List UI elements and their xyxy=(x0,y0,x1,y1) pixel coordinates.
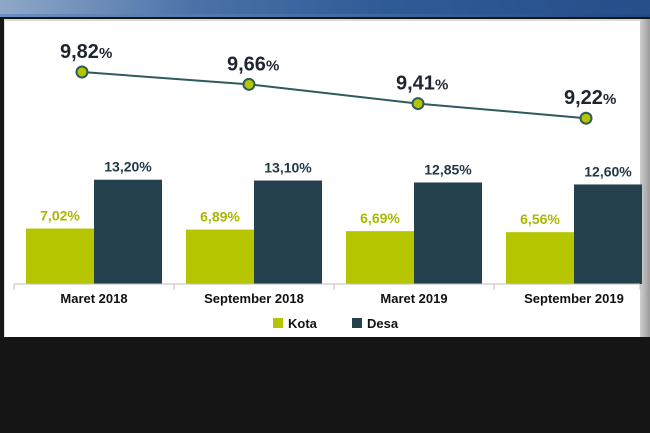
chart-panel xyxy=(4,19,641,339)
bar-kota-maret-2018 xyxy=(26,228,94,284)
bar-label-kota-september-2018: 6,89% xyxy=(200,209,240,225)
category-labels: Maret 2018 September 2018 Maret 2019 Septem… xyxy=(60,291,623,306)
bar-label-kota-september-2019: 6,56% xyxy=(520,211,560,227)
bar-label-kota-maret-2019: 6,69% xyxy=(360,210,400,226)
trend-marker-september-2019 xyxy=(579,111,593,125)
bottom-dark-band xyxy=(0,337,650,433)
bar-kota-maret-2019 xyxy=(346,231,414,284)
panel-edge-shadow xyxy=(640,19,650,337)
trend-marker-maret-2019 xyxy=(411,97,425,111)
category-label-maret-2018: Maret 2018 xyxy=(60,291,127,306)
x-axis-ticks xyxy=(13,284,641,290)
trend-value-labels: 9,82% 9,66% 9,41% 9,22% xyxy=(60,41,616,109)
bar-desa-maret-2019 xyxy=(414,182,482,284)
trend-marker-september-2018 xyxy=(242,77,256,91)
bar-desa-september-2018 xyxy=(254,180,322,284)
bar-kota-september-2019 xyxy=(506,232,574,284)
category-label-september-2018: September 2018 xyxy=(204,291,304,306)
legend: Kota Desa xyxy=(273,316,399,331)
trend-markers xyxy=(75,65,593,125)
bar-label-desa-september-2018: 13,10% xyxy=(264,160,312,176)
bar-label-desa-september-2019: 12,60% xyxy=(584,163,632,179)
legend-swatch-kota xyxy=(273,318,283,328)
trend-marker-maret-2018 xyxy=(75,65,89,79)
header-banner xyxy=(0,0,650,16)
trend-label-september-2019: 9,22% xyxy=(564,87,616,109)
trend-label-maret-2018: 9,82% xyxy=(60,41,112,63)
bar-desa-september-2019 xyxy=(574,184,642,284)
header-banner-accent xyxy=(0,14,650,17)
trend-label-maret-2019: 9,41% xyxy=(396,73,448,95)
category-label-september-2019: September 2019 xyxy=(524,291,624,306)
total-trend-line xyxy=(81,71,587,120)
legend-swatch-desa xyxy=(352,318,362,328)
bar-kota-september-2018 xyxy=(186,229,254,284)
poverty-rate-chart: 7,02% 13,20% 6,89% 13,10% 6,69% 12,85% 6,56% 12… xyxy=(13,41,642,331)
legend-label-desa: Desa xyxy=(367,316,399,331)
bar-desa-maret-2018 xyxy=(94,179,162,284)
trend-label-september-2018: 9,66% xyxy=(227,53,279,75)
bar-label-kota-maret-2018: 7,02% xyxy=(40,208,80,224)
bar-label-desa-maret-2019: 12,85% xyxy=(424,161,472,177)
bar-label-desa-maret-2018: 13,20% xyxy=(104,159,152,175)
category-label-maret-2019: Maret 2019 xyxy=(380,291,447,306)
legend-label-kota: Kota xyxy=(288,316,318,331)
bar-group xyxy=(26,179,642,284)
bar-value-labels: 7,02% 13,20% 6,89% 13,10% 6,69% 12,85% 6,56% 12… xyxy=(40,159,632,227)
